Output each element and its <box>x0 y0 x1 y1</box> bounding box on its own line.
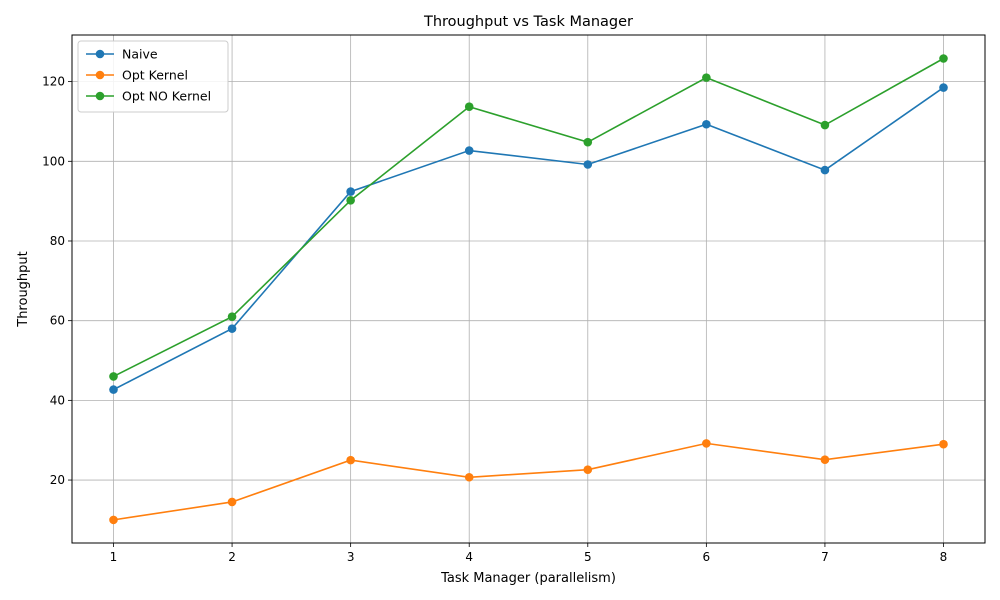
legend-item-opt-kernel: Opt Kernel <box>86 68 188 83</box>
legend-marker <box>95 49 105 59</box>
legend-label: Naive <box>122 47 158 62</box>
data-point-naive <box>346 187 355 196</box>
series-opt-kernel <box>109 439 948 525</box>
x-tick-label: 1 <box>110 550 118 564</box>
data-point-naive <box>464 146 474 155</box>
data-point-naive <box>939 83 948 92</box>
y-tick-label: 120 <box>42 75 65 89</box>
legend: Naive Opt Kernel Opt NO Kernel <box>77 40 229 113</box>
data-point-naive <box>820 165 830 175</box>
data-point-naive <box>702 119 711 129</box>
y-tick-label: 60 <box>50 314 65 328</box>
y-tick-label: 40 <box>50 393 65 407</box>
y-axis-label: Throughput <box>16 251 31 328</box>
series-line-opt-no-kernel <box>113 57 944 378</box>
data-point-opt-kernel <box>464 472 474 482</box>
data-point-opt-no-kernel <box>464 102 474 112</box>
series-line-naive <box>113 86 944 391</box>
data-point-opt-kernel <box>109 515 118 525</box>
x-tick-label: 7 <box>821 550 829 564</box>
series-naive <box>109 83 948 394</box>
x-tick-label: 2 <box>228 550 236 564</box>
data-point-opt-no-kernel <box>346 196 355 205</box>
y-tick-label: 80 <box>50 234 65 248</box>
data-point-naive <box>109 385 118 394</box>
data-point-opt-kernel <box>702 439 711 448</box>
data-point-opt-no-kernel <box>227 312 237 321</box>
data-point-opt-kernel <box>939 439 948 449</box>
data-point-opt-no-kernel <box>583 137 593 147</box>
x-tick-label: 3 <box>347 550 355 564</box>
data-point-opt-kernel <box>227 497 237 507</box>
y-axis-ticks: 20 40 60 80 100 120 <box>42 75 72 487</box>
x-tick-label: 4 <box>465 550 473 564</box>
y-tick-label: 100 <box>42 154 65 168</box>
series-opt-no-kernel <box>109 54 948 381</box>
legend-label: Opt Kernel <box>122 68 188 83</box>
legend-box <box>77 40 229 113</box>
x-tick-label: 5 <box>584 550 592 564</box>
legend-item-opt-no-kernel: Opt NO Kernel <box>86 89 211 104</box>
x-axis-label: Task Manager (parallelism) <box>440 571 616 586</box>
legend-item-naive: Naive <box>86 47 158 62</box>
data-point-opt-kernel <box>346 455 355 465</box>
x-tick-label: 6 <box>703 550 711 564</box>
series-layer <box>109 54 948 525</box>
series-line-opt-kernel <box>113 442 944 521</box>
data-point-opt-no-kernel <box>109 372 118 381</box>
data-point-naive <box>227 324 237 333</box>
data-point-naive <box>583 160 593 169</box>
chart-title: Throughput vs Task Manager <box>423 14 633 30</box>
plot-frame <box>71 34 986 544</box>
data-point-opt-no-kernel <box>820 120 830 130</box>
data-point-opt-kernel <box>820 455 830 465</box>
legend-marker <box>95 70 105 80</box>
data-point-opt-no-kernel <box>702 73 711 82</box>
data-point-opt-no-kernel <box>939 54 948 63</box>
y-tick-label: 20 <box>50 473 65 487</box>
data-point-opt-kernel <box>583 465 593 474</box>
legend-marker <box>95 91 105 101</box>
x-axis-ticks: 1 2 3 4 5 6 7 8 <box>110 543 948 564</box>
legend-label: Opt NO Kernel <box>122 89 211 104</box>
x-tick-label: 8 <box>940 550 948 564</box>
